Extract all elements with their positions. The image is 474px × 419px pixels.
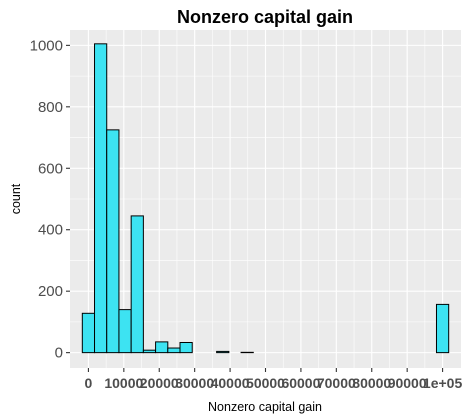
histogram-bar xyxy=(435,303,450,354)
histogram-bar xyxy=(130,215,144,354)
x-tick-label: 30000 xyxy=(175,375,214,391)
x-tick-label: 0 xyxy=(85,375,93,391)
y-axis: 0 200 400 600 800 1000 xyxy=(30,37,70,362)
y-tick-label: 600 xyxy=(38,160,63,177)
histogram-bar xyxy=(155,341,169,354)
y-tick-label: 0 xyxy=(55,345,63,362)
x-tick-label: 20000 xyxy=(140,375,179,391)
histogram-bar xyxy=(142,349,157,354)
histogram-bar xyxy=(106,129,120,354)
y-tick-label: 200 xyxy=(38,283,63,300)
y-tick-label: 400 xyxy=(38,222,63,239)
x-tick-label: 10000 xyxy=(104,375,143,391)
histogram-bar xyxy=(118,309,132,354)
x-tick-label: 40000 xyxy=(211,375,250,391)
x-tick-label: 50000 xyxy=(246,375,285,391)
histogram-bar xyxy=(179,341,193,354)
x-tick-label: 80000 xyxy=(352,375,391,391)
chart-title: Nonzero capital gain xyxy=(177,7,353,27)
histogram-bars xyxy=(81,43,450,354)
x-tick-label: 90000 xyxy=(388,375,427,391)
x-tick-label: 1e+05 xyxy=(423,375,463,391)
x-tick-label: 70000 xyxy=(317,375,356,391)
histogram-bar xyxy=(167,347,181,354)
y-axis-title: count xyxy=(9,183,23,214)
histogram-bar xyxy=(216,350,230,354)
x-axis: 0 100002000030000400005000060000700008000… xyxy=(85,368,463,391)
x-tick-label: 60000 xyxy=(281,375,320,391)
y-tick-label: 1000 xyxy=(30,37,63,54)
histogram-bar xyxy=(81,312,96,354)
gridlines xyxy=(70,30,461,368)
x-axis-title: Nonzero capital gain xyxy=(208,400,322,414)
y-tick-label: 800 xyxy=(38,99,63,116)
histogram-bar xyxy=(94,43,108,354)
